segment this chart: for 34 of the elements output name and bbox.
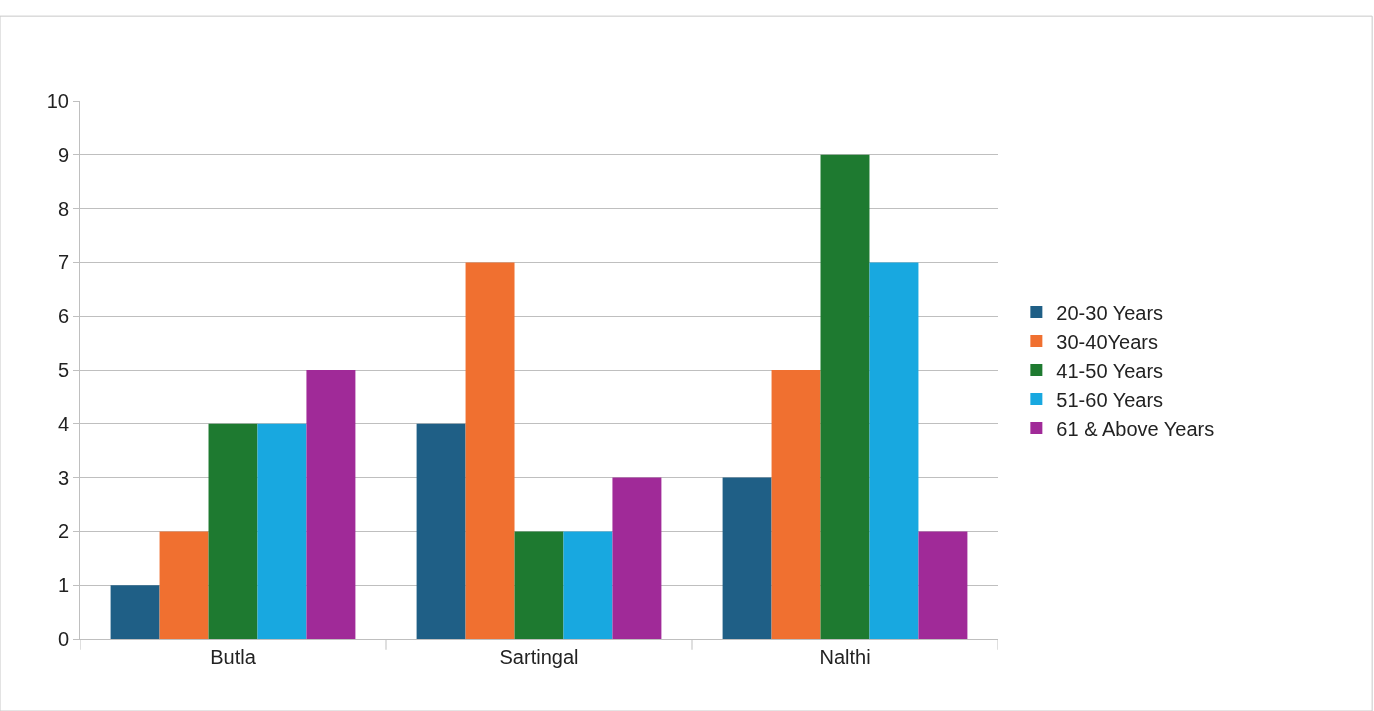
legend-label: 30-40Years [1056,330,1158,353]
y-tick-label: 6 [57,305,69,328]
y-tick-label: 1 [57,574,69,597]
y-tick-label: 3 [57,466,69,489]
y-tick-label: 5 [57,359,69,381]
bar [771,370,821,639]
y-tick-label: 4 [57,412,69,435]
y-tick-label: 7 [57,251,69,274]
bar [465,262,515,639]
legend-label: 20-30 Years [1056,301,1164,324]
bar [110,585,160,639]
bar [722,477,772,639]
bar [918,531,968,639]
y-tick-label: 8 [57,197,69,220]
y-tick-label: 0 [57,628,69,650]
y-tick-label: 10 [46,90,69,112]
x-tick-label: Butla [210,646,257,668]
bar [306,370,356,639]
bar [159,531,209,639]
bar [514,531,564,639]
legend-label: 61 & Above Years [1056,417,1215,440]
bar [869,262,919,639]
y-tick-label: 9 [57,143,69,166]
legend-label: 41-50 Years [1056,359,1164,382]
bar [612,477,662,639]
x-tick-label: Nalthi [819,646,871,668]
y-tick-label: 2 [57,520,69,543]
x-tick-label: Sartingal [499,646,579,668]
legend-label: 51-60 Years [1056,388,1164,411]
bar [416,423,466,639]
bar [208,423,258,639]
bar [563,531,613,639]
bar [257,423,307,639]
bar [820,154,870,639]
